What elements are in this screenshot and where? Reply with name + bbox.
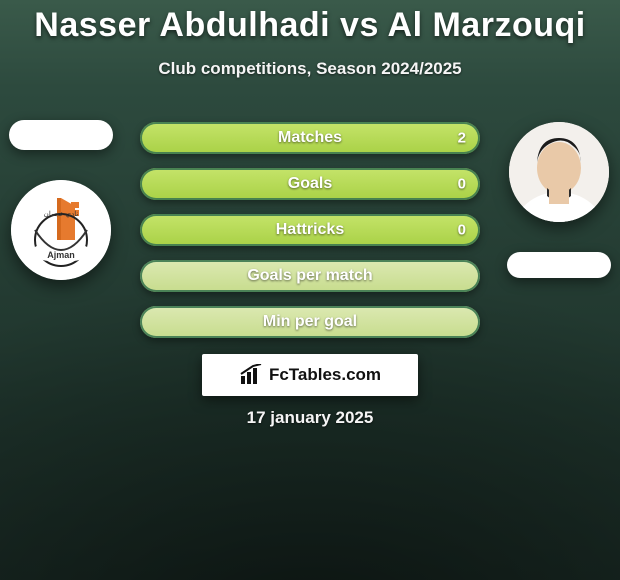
stat-bar-hattricks: Hattricks 0 [140,214,480,246]
page-title: Nasser Abdulhadi vs Al Marzouqi [0,6,620,45]
bar-chart-icon [239,364,265,386]
right-player-photo [509,122,609,222]
stat-bar-goals: Goals 0 [140,168,480,200]
right-club-chip [507,252,611,278]
brand-badge: FcTables.com [202,354,418,396]
svg-text:Ajman: Ajman [47,250,75,260]
stat-label: Goals [288,175,332,193]
stat-label: Matches [278,129,342,147]
stat-bar-matches: Matches 2 [140,122,480,154]
stat-label: Hattricks [276,221,344,239]
stat-label: Goals per match [247,267,372,285]
player-portrait-icon [509,122,609,222]
right-player-column [504,122,614,278]
svg-text:نادي عجمان: نادي عجمان [44,210,79,218]
stat-right-value: 0 [458,222,466,239]
stat-right-value: 2 [458,130,466,147]
stat-label: Min per goal [263,313,357,331]
stat-right-value: 0 [458,176,466,193]
left-club-badge: Ajman نادي عجمان [11,180,111,280]
club-badge-icon: Ajman نادي عجمان [11,180,111,280]
date-label: 17 january 2025 [0,408,620,428]
left-player-column: Ajman نادي عجمان [6,120,116,280]
left-player-chip [9,120,113,150]
stat-bar-min-per-goal: Min per goal [140,306,480,338]
stats-bars: Matches 2 Goals 0 Hattricks 0 Goals per … [140,122,480,338]
stat-bar-goals-per-match: Goals per match [140,260,480,292]
subtitle: Club competitions, Season 2024/2025 [0,59,620,79]
brand-text: FcTables.com [269,365,381,385]
